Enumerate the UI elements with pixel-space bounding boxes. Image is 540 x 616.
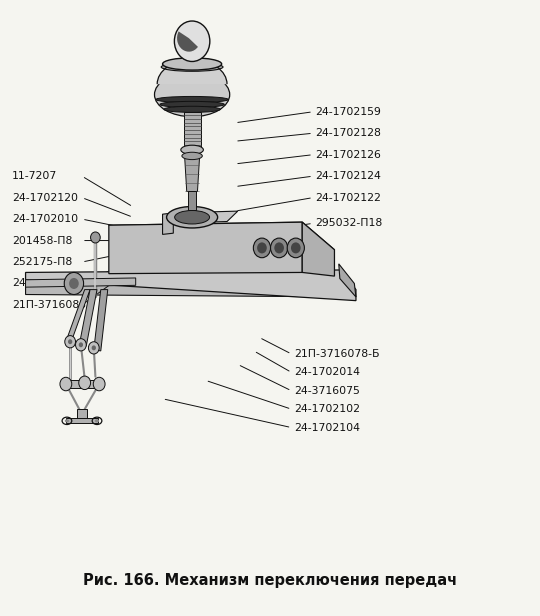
Text: 252175-П8: 252175-П8 <box>12 257 72 267</box>
Circle shape <box>257 242 267 253</box>
Ellipse shape <box>95 419 99 423</box>
Ellipse shape <box>156 97 228 103</box>
Polygon shape <box>163 213 173 235</box>
Ellipse shape <box>161 63 223 71</box>
Polygon shape <box>184 111 201 148</box>
Circle shape <box>65 336 76 348</box>
Polygon shape <box>109 222 334 254</box>
Text: 24-1702126: 24-1702126 <box>316 150 382 160</box>
Text: 24-1702120: 24-1702120 <box>12 193 78 203</box>
Polygon shape <box>302 222 334 276</box>
Circle shape <box>64 272 84 294</box>
Circle shape <box>91 232 100 243</box>
Circle shape <box>92 346 96 351</box>
Polygon shape <box>79 290 97 346</box>
Polygon shape <box>157 60 227 84</box>
Circle shape <box>89 342 99 354</box>
Polygon shape <box>187 41 197 63</box>
Text: Рис. 166. Механизм переключения передач: Рис. 166. Механизм переключения передач <box>83 573 457 588</box>
Polygon shape <box>94 290 108 351</box>
Circle shape <box>68 339 72 344</box>
Ellipse shape <box>164 106 220 112</box>
Wedge shape <box>177 31 198 52</box>
Text: 24-3724093: 24-3724093 <box>12 278 78 288</box>
Text: 21П-3716083: 21П-3716083 <box>12 300 86 310</box>
Text: 11-7207: 11-7207 <box>12 171 57 181</box>
Circle shape <box>76 339 86 351</box>
Polygon shape <box>25 278 356 297</box>
Polygon shape <box>77 408 87 419</box>
Polygon shape <box>66 418 98 423</box>
Text: 21П-3716078-Б: 21П-3716078-Б <box>294 349 380 359</box>
Circle shape <box>79 376 91 389</box>
Polygon shape <box>25 278 136 287</box>
Text: 24-1702159: 24-1702159 <box>316 107 382 117</box>
Circle shape <box>287 238 305 257</box>
Circle shape <box>60 377 72 391</box>
Polygon shape <box>188 192 197 210</box>
Text: 24-3716075: 24-3716075 <box>294 386 360 396</box>
Text: 24-1702128: 24-1702128 <box>316 128 382 138</box>
Ellipse shape <box>181 145 204 155</box>
Circle shape <box>93 377 105 391</box>
Circle shape <box>174 21 210 62</box>
Text: 24-1702124: 24-1702124 <box>316 171 382 181</box>
Polygon shape <box>339 264 356 297</box>
Circle shape <box>69 278 79 289</box>
Text: 24-1702014: 24-1702014 <box>294 367 360 378</box>
Circle shape <box>253 238 271 257</box>
Ellipse shape <box>182 152 202 160</box>
Polygon shape <box>25 270 356 301</box>
Circle shape <box>291 242 301 253</box>
Text: 295032-П18: 295032-П18 <box>316 219 383 229</box>
Text: 24-1702104: 24-1702104 <box>294 423 360 432</box>
Text: 24-1702122: 24-1702122 <box>316 193 382 203</box>
Ellipse shape <box>154 73 230 116</box>
Circle shape <box>79 342 83 347</box>
Ellipse shape <box>160 102 224 107</box>
Text: 201458-П8: 201458-П8 <box>12 235 72 246</box>
Ellipse shape <box>166 206 218 228</box>
Polygon shape <box>109 222 302 274</box>
Polygon shape <box>63 380 101 387</box>
Polygon shape <box>185 156 200 192</box>
Polygon shape <box>66 290 90 342</box>
Polygon shape <box>163 211 238 224</box>
Text: 24-1702010: 24-1702010 <box>12 214 78 224</box>
Ellipse shape <box>65 419 69 423</box>
Circle shape <box>274 242 284 253</box>
Text: 24-1702102: 24-1702102 <box>294 404 360 414</box>
Circle shape <box>271 238 288 257</box>
Ellipse shape <box>174 211 210 224</box>
Ellipse shape <box>163 58 221 70</box>
